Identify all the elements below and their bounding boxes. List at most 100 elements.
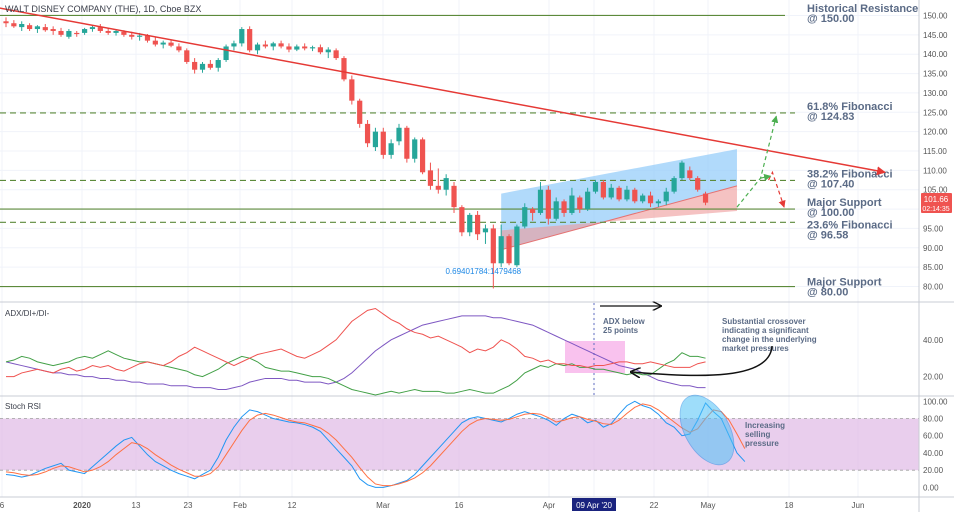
stoch-tick-1: 20.00 <box>923 466 944 475</box>
stoch-note: Increasing selling pressure <box>745 421 785 448</box>
candle-body-16 <box>129 34 135 37</box>
candle-body-51 <box>404 127 410 159</box>
candle-body-69 <box>545 189 551 219</box>
candle-body-64 <box>506 236 512 264</box>
x-tick-9: 09 Apr '20 <box>576 501 612 510</box>
candle-body-49 <box>388 143 394 155</box>
candle-body-71 <box>561 201 567 213</box>
candle-body-86 <box>679 162 685 179</box>
stoch-tick-4: 80.00 <box>923 415 944 424</box>
x-tick-6: Mar <box>376 501 390 510</box>
horizontal-levels: Historical Resistance @ 150.00 61.8% Fibon… <box>0 3 918 299</box>
candle-body-84 <box>663 191 669 202</box>
candle-body-73 <box>577 197 583 210</box>
candle-body-81 <box>640 195 646 202</box>
candle-body-20 <box>160 42 166 45</box>
candle-body-22 <box>176 46 182 51</box>
candle-body-88 <box>695 178 701 190</box>
price-tick-3: 95.00 <box>923 224 944 233</box>
shade-layer <box>0 303 919 471</box>
candle-body-2 <box>19 24 25 28</box>
candle-body-15 <box>121 31 127 35</box>
candle-body-47 <box>372 131 379 148</box>
price-tick-7: 115.00 <box>923 147 947 156</box>
price-tick-9: 125.00 <box>923 108 948 117</box>
price-tick-0: 80.00 <box>923 283 944 292</box>
price-tick-12: 140.00 <box>923 50 948 59</box>
x-tick-2: 13 <box>132 501 141 510</box>
x-tick-12: 18 <box>785 501 794 510</box>
candle-body-34 <box>270 43 276 47</box>
candle-body-29 <box>231 43 237 47</box>
price-tick-6: 110.00 <box>923 166 947 175</box>
candle-body-39 <box>309 47 316 49</box>
candle-body-46 <box>364 123 371 144</box>
price-tick-2: 90.00 <box>923 244 944 253</box>
candle-body-63 <box>498 236 504 264</box>
candle-body-10 <box>82 29 88 33</box>
di-plus-line <box>5 350 706 396</box>
adx-note: ADX below 25 points <box>603 317 646 335</box>
candle-body-40 <box>317 47 323 53</box>
crossover-note: Substantial crossover indicating a signif… <box>722 317 817 353</box>
candle-body-37 <box>294 46 300 50</box>
x-tick-7: 16 <box>455 501 464 510</box>
candle-body-36 <box>286 46 292 50</box>
x-tick-13: Jun <box>852 501 865 510</box>
stoch-tick-2: 40.00 <box>923 449 944 458</box>
x-tick-3: 23 <box>184 501 193 510</box>
candle-body-48 <box>380 131 386 155</box>
candle-body-52 <box>412 139 418 159</box>
candle-body-6 <box>50 29 56 31</box>
candle-body-82 <box>647 195 654 204</box>
candle-body-56 <box>443 178 449 190</box>
candle-body-57 <box>451 185 457 208</box>
candle-body-1 <box>11 23 17 27</box>
candle-body-80 <box>632 189 638 202</box>
price-tick-13: 145.00 <box>923 31 948 40</box>
candle-body-35 <box>278 43 284 47</box>
candle-body-65 <box>514 226 520 266</box>
candle-body-7 <box>58 30 64 35</box>
crossover-curved-arrow <box>632 345 773 375</box>
stoch-pane-title: Stoch RSI <box>5 402 41 411</box>
candle-body-3 <box>26 25 33 30</box>
stoch-tick-5: 100.00 <box>923 397 948 406</box>
stoch-tick-0: 0.00 <box>923 483 939 492</box>
stoch-k-line <box>5 400 746 488</box>
candle-body-74 <box>585 191 591 210</box>
candle-body-17 <box>137 35 143 37</box>
price-projection: 0.69401784:1479468 <box>445 115 786 276</box>
x-tick-highlight-bg <box>572 498 616 511</box>
level-label-2: 38.2% Fibonacci @ 107.40 <box>807 168 893 190</box>
candle-body-30 <box>239 29 245 44</box>
candlesticks <box>3 17 709 289</box>
candle-body-85 <box>671 178 677 192</box>
candle-body-59 <box>467 214 473 233</box>
candle-body-66 <box>522 207 528 227</box>
crossover-highlight-box <box>565 341 625 373</box>
chart-title: WALT DISNEY COMPANY (THE), 1D, Cboe BZX <box>5 4 201 14</box>
candle-body-18 <box>144 35 151 41</box>
x-tick-11: May <box>700 501 715 510</box>
candle-body-62 <box>490 228 496 264</box>
candle-body-50 <box>396 127 402 142</box>
level-label-1: 61.8% Fibonacci @ 124.83 <box>807 101 893 123</box>
candle-body-33 <box>262 44 268 47</box>
candle-body-45 <box>357 100 363 124</box>
candle-body-42 <box>333 50 339 59</box>
candle-body-78 <box>616 187 622 200</box>
x-tick-5: 12 <box>288 501 297 510</box>
level-label-3: Major Support @ 100.00 <box>807 197 882 219</box>
candle-body-9 <box>74 32 80 35</box>
annotations: ADX below 25 points Substantial crossover i… <box>600 306 817 466</box>
x-tick-1: 2020 <box>73 501 91 510</box>
candle-body-43 <box>341 58 347 80</box>
stoch-tick-3: 60.00 <box>923 432 944 441</box>
candle-body-87 <box>687 170 693 179</box>
candle-body-11 <box>89 27 96 30</box>
candle-body-25 <box>199 63 206 70</box>
candle-body-60 <box>475 214 481 235</box>
